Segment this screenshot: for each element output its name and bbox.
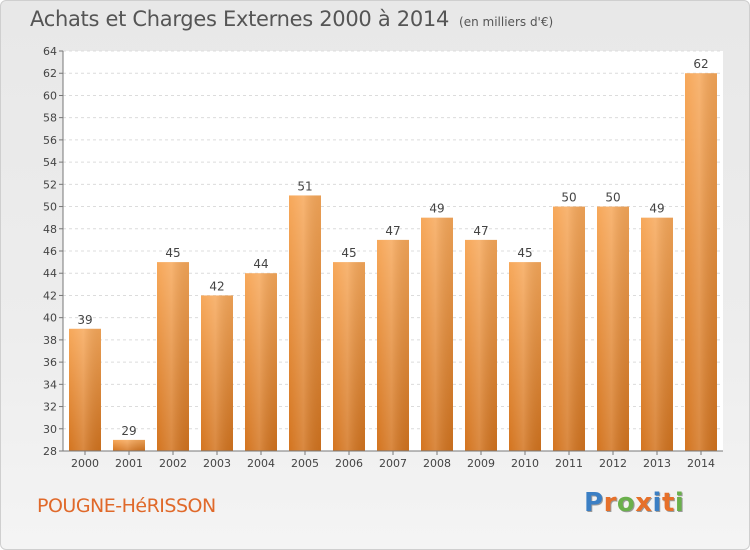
x-tick-label-2007: 2007 [379,457,407,470]
bar-shade-2000 [69,328,101,451]
logo-letter: P [584,488,604,518]
logo-letter: r [603,488,617,518]
data-label-2010: 45 [517,246,532,260]
data-label-2008: 49 [429,202,444,216]
bar-shade-2005 [289,195,321,451]
chart-title: Achats et Charges Externes 2000 à 2014 (e… [30,7,553,31]
y-tick-label: 42 [43,289,57,302]
bar-shade-2004 [245,273,277,451]
bar-shade-2011 [553,206,585,451]
logo-letter: o [616,488,636,518]
x-tick-label-2009: 2009 [467,457,495,470]
bar-shade-2009 [465,239,497,451]
y-tick-label: 52 [43,178,57,191]
y-tick-label: 38 [43,334,57,347]
y-axis: 28 30 32 34 36 38 40 42 44 46 48 50 52 54 56 58 60 62 64 [43,45,64,458]
data-label-2001: 29 [121,424,136,438]
data-label-2006: 45 [341,246,356,260]
town-name: POUGNE-HéRISSON [37,495,216,517]
data-label-2007: 47 [385,224,400,238]
data-label-2005: 51 [297,179,312,193]
x-tick-label-2004: 2004 [247,457,275,470]
x-tick-label-2008: 2008 [423,457,451,470]
bar-shade-2002 [157,262,189,451]
bar-shade-2003 [201,295,233,451]
data-label-2004: 44 [253,257,268,271]
x-axis: 2000 2001 2002 2003 2004 2005 2006 2007 2008 2009… [63,450,723,470]
x-tick-label-2000: 2000 [71,457,99,470]
data-label-2003: 42 [209,279,224,293]
x-tick-label-2001: 2001 [115,457,143,470]
y-tick-label: 56 [43,134,57,147]
x-tick-label-2011: 2011 [555,457,583,470]
x-tick-label-2012: 2012 [599,457,627,470]
chart-title-text: Achats et Charges Externes 2000 à 2014 [30,7,450,31]
logo-letter: i [674,488,685,518]
proxiti-logo: Proxiti [584,488,684,518]
y-tick-label: 40 [43,312,57,325]
y-tick-label: 36 [43,356,57,369]
logo-letter: t [661,488,675,518]
x-tick-label-2013: 2013 [643,457,671,470]
bar-shade-2007 [377,239,409,451]
y-tick-label: 54 [43,156,57,169]
y-tick-label: 44 [43,267,57,280]
bar-shade-2010 [509,262,541,451]
x-tick-label-2014: 2014 [687,457,715,470]
logo-letter: x [635,488,653,518]
y-tick-label: 32 [43,401,57,414]
x-tick-label-2003: 2003 [203,457,231,470]
y-tick-label: 48 [43,223,57,236]
y-tick-label: 64 [43,45,57,58]
bars: 39 29 45 42 44 51 45 47 49 47 45 50 50 49 62 [69,57,717,451]
bar-shade-2001 [113,439,145,451]
y-tick-label: 30 [43,423,57,436]
bar-shade-2006 [333,262,365,451]
bar-shade-2012 [597,206,629,451]
data-label-2002: 45 [165,246,180,260]
y-tick-label: 46 [43,245,57,258]
x-tick-label-2005: 2005 [291,457,319,470]
y-tick-label: 50 [43,201,57,214]
y-tick-label: 58 [43,112,57,125]
data-label-2009: 47 [473,224,488,238]
x-tick-label-2006: 2006 [335,457,363,470]
x-tick-label-2010: 2010 [511,457,539,470]
logo-letter: i [652,488,662,518]
bar-shade-2013 [641,217,673,451]
bar-shade-2008 [421,217,453,451]
y-tick-label: 28 [43,445,57,458]
data-label-2013: 49 [649,202,664,216]
x-tick-label-2002: 2002 [159,457,187,470]
data-label-2000: 39 [77,313,92,327]
data-label-2012: 50 [605,191,620,205]
y-tick-label: 62 [43,67,57,80]
bar-shade-2014 [685,73,717,451]
data-label-2011: 50 [561,191,576,205]
y-tick-label: 34 [43,378,57,391]
data-label-2014: 62 [693,57,708,71]
y-tick-label: 60 [43,89,57,102]
chart-unit: (en milliers d'€) [459,15,554,29]
